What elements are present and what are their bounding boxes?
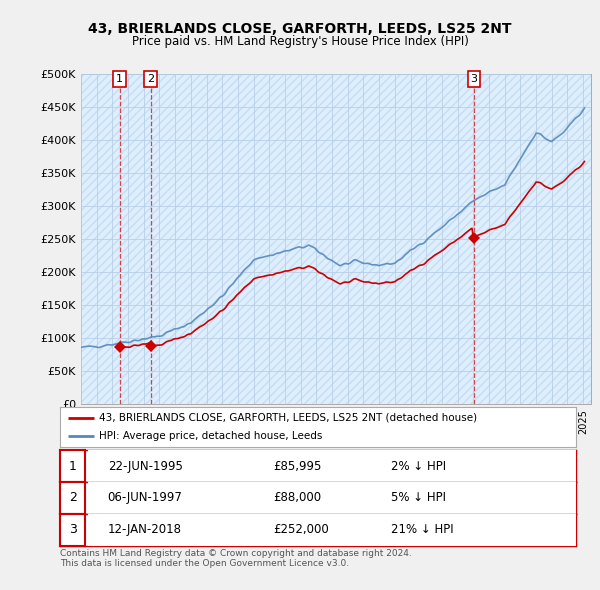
Text: £252,000: £252,000 <box>274 523 329 536</box>
Text: Price paid vs. HM Land Registry's House Price Index (HPI): Price paid vs. HM Land Registry's House … <box>131 35 469 48</box>
Text: HPI: Average price, detached house, Leeds: HPI: Average price, detached house, Leed… <box>98 431 322 441</box>
Text: 43, BRIERLANDS CLOSE, GARFORTH, LEEDS, LS25 2NT (detached house): 43, BRIERLANDS CLOSE, GARFORTH, LEEDS, L… <box>98 413 477 423</box>
Text: £85,995: £85,995 <box>274 460 322 473</box>
Text: 1: 1 <box>68 460 77 473</box>
Text: £88,000: £88,000 <box>274 491 322 504</box>
Text: 22-JUN-1995: 22-JUN-1995 <box>108 460 182 473</box>
Text: 2% ↓ HPI: 2% ↓ HPI <box>391 460 446 473</box>
Text: 1: 1 <box>116 74 123 84</box>
Text: 21% ↓ HPI: 21% ↓ HPI <box>391 523 453 536</box>
Text: 3: 3 <box>68 523 77 536</box>
Text: 5% ↓ HPI: 5% ↓ HPI <box>391 491 446 504</box>
Text: 3: 3 <box>470 74 477 84</box>
Text: 2: 2 <box>147 74 154 84</box>
Text: 12-JAN-2018: 12-JAN-2018 <box>108 523 182 536</box>
Text: Contains HM Land Registry data © Crown copyright and database right 2024.
This d: Contains HM Land Registry data © Crown c… <box>60 549 412 568</box>
Text: 43, BRIERLANDS CLOSE, GARFORTH, LEEDS, LS25 2NT: 43, BRIERLANDS CLOSE, GARFORTH, LEEDS, L… <box>88 22 512 37</box>
Text: 2: 2 <box>68 491 77 504</box>
Text: 06-JUN-1997: 06-JUN-1997 <box>108 491 182 504</box>
